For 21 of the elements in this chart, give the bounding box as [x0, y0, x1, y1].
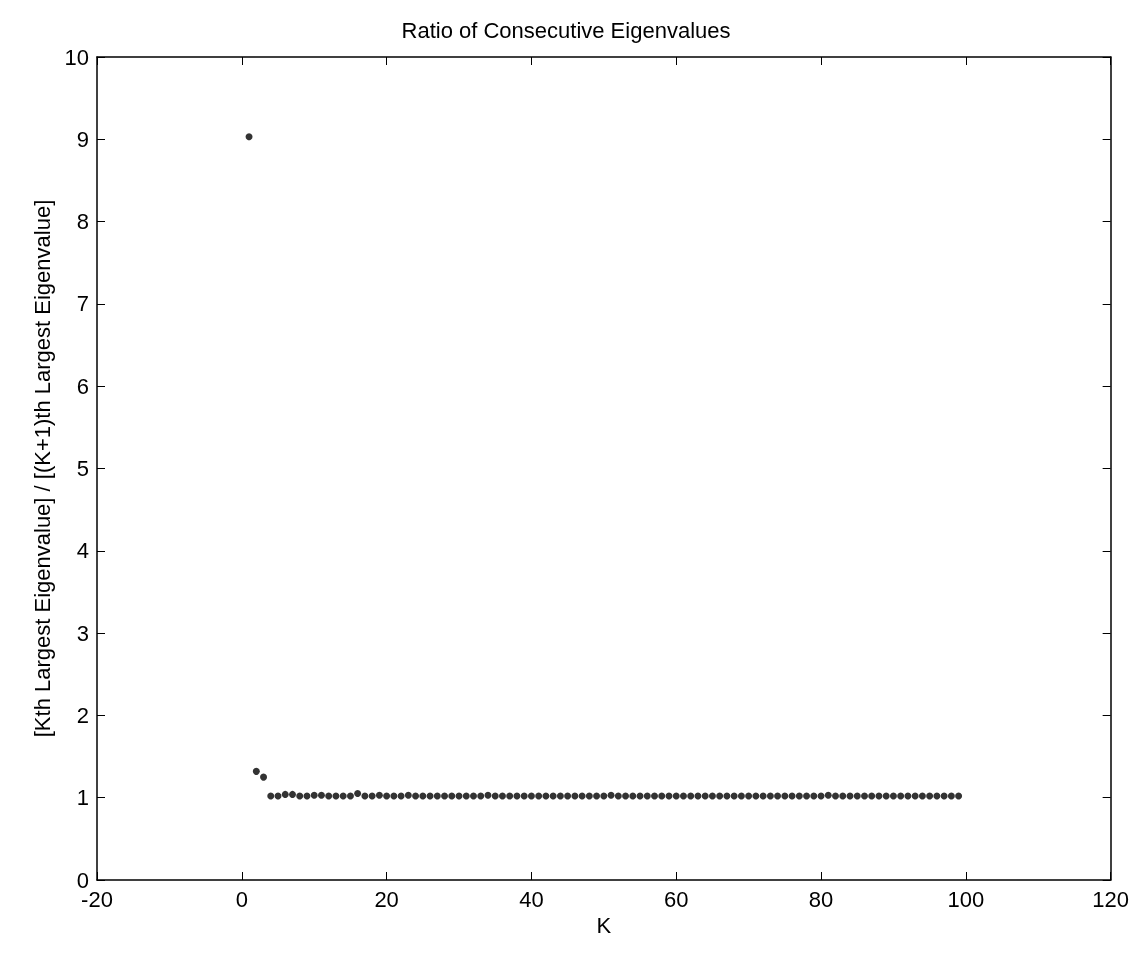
x-tick-label: 20: [374, 886, 399, 912]
y-tick-label: 8: [76, 209, 89, 235]
chart-title: Ratio of Consecutive Eigenvalues: [401, 17, 731, 43]
y-axis-title: [Kth Largest Eigenvalue] / [(K+1)th Largest Eigenvalue]: [30, 199, 56, 738]
y-tick-label: 2: [76, 702, 89, 728]
x-axis-title: K: [596, 913, 612, 939]
y-tick-label: 10: [64, 44, 89, 70]
y-tick-label: 3: [76, 620, 89, 646]
y-tick-label: 1: [76, 785, 89, 811]
x-tick-label: 0: [235, 886, 248, 912]
y-tick-label: 0: [76, 867, 89, 893]
y-tick-label: 7: [76, 291, 89, 317]
x-tick-label: 120: [1092, 886, 1130, 912]
x-tick-label: 80: [808, 886, 834, 912]
x-tick-label: 40: [519, 886, 544, 912]
y-tick-label: 9: [76, 126, 89, 152]
y-tick-label: 5: [76, 456, 89, 481]
y-tick-label: 6: [76, 373, 89, 399]
y-tick-label: 4: [76, 538, 89, 564]
x-tick-label: 100: [947, 886, 985, 912]
x-tick-label: 60: [663, 886, 689, 912]
